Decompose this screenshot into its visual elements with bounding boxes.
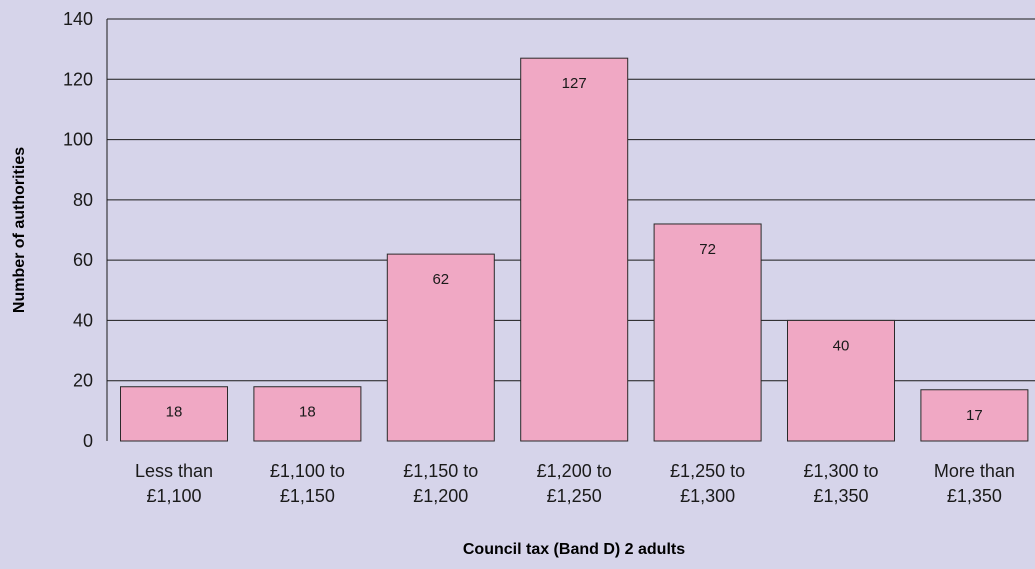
x-category-label: £1,300	[680, 486, 735, 506]
bar-value-label: 127	[562, 75, 587, 92]
bar	[253, 386, 362, 442]
y-tick-label: 80	[73, 190, 93, 210]
x-category-label: £1,250 to	[670, 461, 745, 481]
x-category-label: £1,200	[413, 486, 468, 506]
y-tick-label: 140	[63, 9, 93, 29]
x-category-label: £1,300 to	[803, 461, 878, 481]
y-tick-label: 60	[73, 250, 93, 270]
y-axis-ticks: 0 20 40 60 80 100 120 140	[63, 9, 93, 451]
x-category-label: £1,150	[280, 486, 335, 506]
bar-value-label: 18	[299, 404, 316, 421]
bar-value-label: 62	[432, 271, 449, 288]
x-category-label: £1,100	[146, 486, 201, 506]
bar	[653, 223, 762, 442]
x-category-label: £1,350	[813, 486, 868, 506]
x-category-label: £1,100 to	[270, 461, 345, 481]
bar-value-label: 40	[833, 337, 850, 354]
x-axis-categories: Less than £1,100 £1,100 to £1,150 £1,150 to £…	[135, 461, 1015, 506]
bar-value-label: 18	[166, 404, 183, 421]
bar-value-label: 72	[699, 241, 716, 258]
y-tick-label: 100	[63, 130, 93, 150]
x-category-label: £1,350	[947, 486, 1002, 506]
y-axis-title: Number of authorities	[11, 147, 28, 313]
y-tick-label: 40	[73, 310, 93, 330]
bar	[920, 389, 1029, 442]
x-category-label: Less than	[135, 461, 213, 481]
bar	[787, 319, 895, 442]
x-axis-title: Council tax (Band D) 2 adults	[463, 541, 685, 558]
x-category-label: £1,150 to	[403, 461, 478, 481]
bar	[520, 57, 629, 442]
x-category-label: More than	[934, 461, 1015, 481]
y-tick-label: 120	[63, 69, 93, 89]
y-tick-label: 0	[83, 431, 93, 451]
bar-value-label: 17	[966, 407, 983, 424]
bar	[120, 386, 228, 442]
x-category-label: £1,250	[547, 486, 602, 506]
y-tick-label: 20	[73, 371, 93, 391]
bar	[386, 253, 495, 442]
bars: 18 18 62 127 72 40 17	[120, 57, 1029, 442]
x-category-label: £1,200 to	[537, 461, 612, 481]
